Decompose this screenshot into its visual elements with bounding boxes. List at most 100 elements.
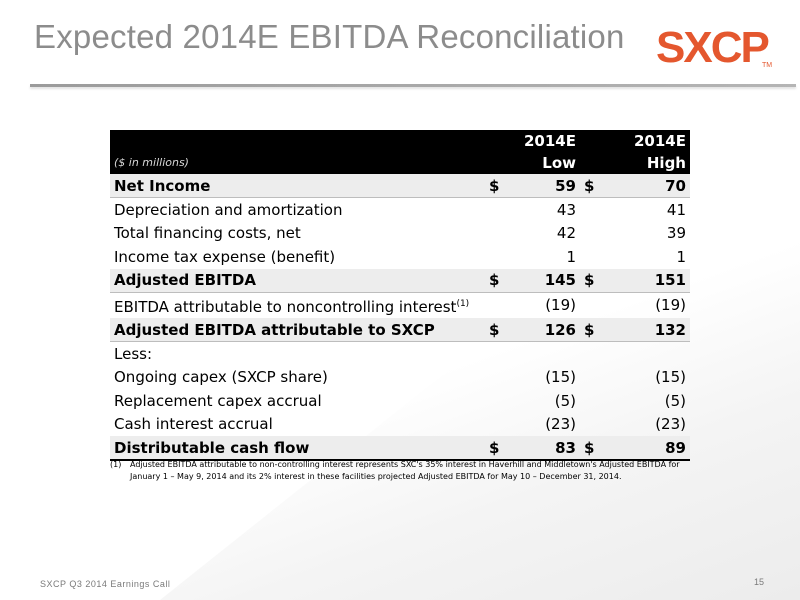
row-value-high-text: (19) — [655, 296, 686, 315]
row-value-high: 132 — [600, 317, 690, 343]
row-currency-low: $ — [485, 268, 505, 293]
row-label-text: Adjusted EBITDA — [114, 271, 256, 290]
row-currency-low — [485, 245, 505, 268]
row-label-text: Distributable cash flow — [114, 438, 310, 457]
row-currency-low: $ — [485, 435, 505, 462]
row-currency-high: $ — [580, 268, 600, 293]
row-value-high-text: 39 — [666, 224, 686, 243]
row-value-low-text: 145 — [544, 271, 576, 290]
table-row: Total financing costs, net 42 39 — [110, 222, 690, 245]
row-label: Total financing costs, net — [110, 222, 485, 245]
row-currency-low — [485, 389, 505, 412]
row-label-text: Depreciation and amortization — [114, 201, 343, 220]
row-currency-high — [580, 389, 600, 412]
row-value-low-text: 59 — [555, 176, 576, 195]
row-value-high: (23) — [600, 413, 690, 436]
row-value-high-text: 151 — [654, 271, 686, 290]
row-value-low — [505, 342, 580, 366]
row-value-low-text: 126 — [544, 320, 576, 339]
row-label: EBITDA attributable to noncontrolling in… — [110, 292, 485, 318]
col-low-line1: 2014E — [505, 130, 580, 152]
row-value-high: 89 — [600, 435, 690, 462]
table-row: Ongoing capex (SXCP share) (15) (15) — [110, 366, 690, 389]
row-label: Income tax expense (benefit) — [110, 245, 485, 268]
row-currency-low-text: $ — [489, 271, 500, 290]
table-row: Income tax expense (benefit) 1 1 — [110, 245, 690, 268]
row-label-text: Adjusted EBITDA attributable to SXCP — [114, 320, 435, 339]
row-currency-high-text: $ — [584, 320, 595, 339]
row-currency-low — [485, 198, 505, 222]
row-value-high-text: (5) — [664, 391, 686, 410]
row-value-high-text: 132 — [654, 320, 686, 339]
row-value-low: (15) — [505, 366, 580, 389]
row-value-high-text: 70 — [665, 176, 686, 195]
row-value-high: 70 — [600, 174, 690, 199]
row-label: Less: — [110, 342, 485, 366]
footer-event-label: SXCP Q3 2014 Earnings Call — [40, 579, 171, 589]
row-value-low-text: (5) — [554, 391, 576, 410]
row-label-text: EBITDA attributable to noncontrolling in… — [114, 297, 457, 316]
row-value-low: 1 — [505, 245, 580, 268]
col-high-line2: High — [600, 152, 690, 174]
row-label-text: Net Income — [114, 176, 211, 195]
row-value-low-text: 43 — [556, 201, 576, 220]
footnote-text: Adjusted EBITDA attributable to non-cont… — [130, 460, 680, 481]
row-label: Adjusted EBITDA — [110, 268, 485, 293]
row-label-text: Total financing costs, net — [114, 224, 301, 243]
row-value-low: 59 — [505, 174, 580, 199]
row-value-low: 145 — [505, 268, 580, 293]
row-label-text: Cash interest accrual — [114, 415, 273, 434]
row-currency-high-text: $ — [584, 271, 595, 290]
row-value-low: (19) — [505, 292, 580, 318]
row-currency-high — [580, 413, 600, 436]
units-label: ($ in millions) — [110, 152, 485, 174]
row-value-low-text: (19) — [545, 296, 576, 315]
row-currency-low: $ — [485, 317, 505, 343]
row-value-low: 43 — [505, 198, 580, 222]
col-low-line2: Low — [505, 152, 580, 174]
row-currency-low — [485, 413, 505, 436]
ebitda-reconciliation-table: 2014E 2014E ($ in millions) Low High Net… — [110, 130, 690, 462]
row-currency-high: $ — [580, 435, 600, 462]
page-number: 15 — [754, 577, 765, 587]
table-row: Net Income $59 $70 — [110, 174, 690, 199]
row-currency-high-text: $ — [584, 438, 595, 457]
row-value-low: 83 — [505, 435, 580, 462]
row-label-text: Ongoing capex (SXCP share) — [114, 368, 328, 387]
col-high-line1: 2014E — [600, 130, 690, 152]
row-currency-low-text: $ — [489, 176, 500, 195]
row-value-high-text: (23) — [655, 415, 686, 434]
row-label: Ongoing capex (SXCP share) — [110, 366, 485, 389]
footnote-reference: (1) — [456, 298, 470, 309]
table-row: Depreciation and amortization 43 41 — [110, 198, 690, 222]
row-currency-low-text: $ — [489, 320, 500, 339]
row-currency-high — [580, 245, 600, 268]
table-row: Distributable cash flow $83 $89 — [110, 435, 690, 462]
row-currency-low — [485, 292, 505, 318]
table-row: Cash interest accrual (23) (23) — [110, 413, 690, 436]
row-currency-low: $ — [485, 174, 505, 199]
row-currency-high: $ — [580, 317, 600, 343]
row-value-low-text: 1 — [566, 247, 576, 266]
row-value-high: 1 — [600, 245, 690, 268]
row-value-low: 42 — [505, 222, 580, 245]
row-currency-high — [580, 342, 600, 366]
logo-tm: TM — [762, 62, 772, 68]
row-value-high-text: 1 — [676, 247, 686, 266]
header-blank — [110, 130, 485, 152]
row-currency-high — [580, 366, 600, 389]
row-currency-low — [485, 366, 505, 389]
row-value-high: 151 — [600, 268, 690, 293]
row-label-text: Replacement capex accrual — [114, 391, 322, 410]
footnote: (1) Adjusted EBITDA attributable to non-… — [110, 459, 710, 483]
sxcp-logo: SXCP TM — [656, 23, 772, 68]
row-value-low: 126 — [505, 317, 580, 343]
row-value-high-text: 41 — [666, 201, 686, 220]
row-currency-low-text: $ — [489, 438, 500, 457]
logo-text: SXCP — [656, 23, 768, 68]
footnote-mark: (1) — [110, 460, 122, 469]
row-currency-low — [485, 222, 505, 245]
table-row: EBITDA attributable to noncontrolling in… — [110, 292, 690, 318]
row-label-text: Less: — [114, 345, 153, 364]
table-row: Less: — [110, 342, 690, 366]
